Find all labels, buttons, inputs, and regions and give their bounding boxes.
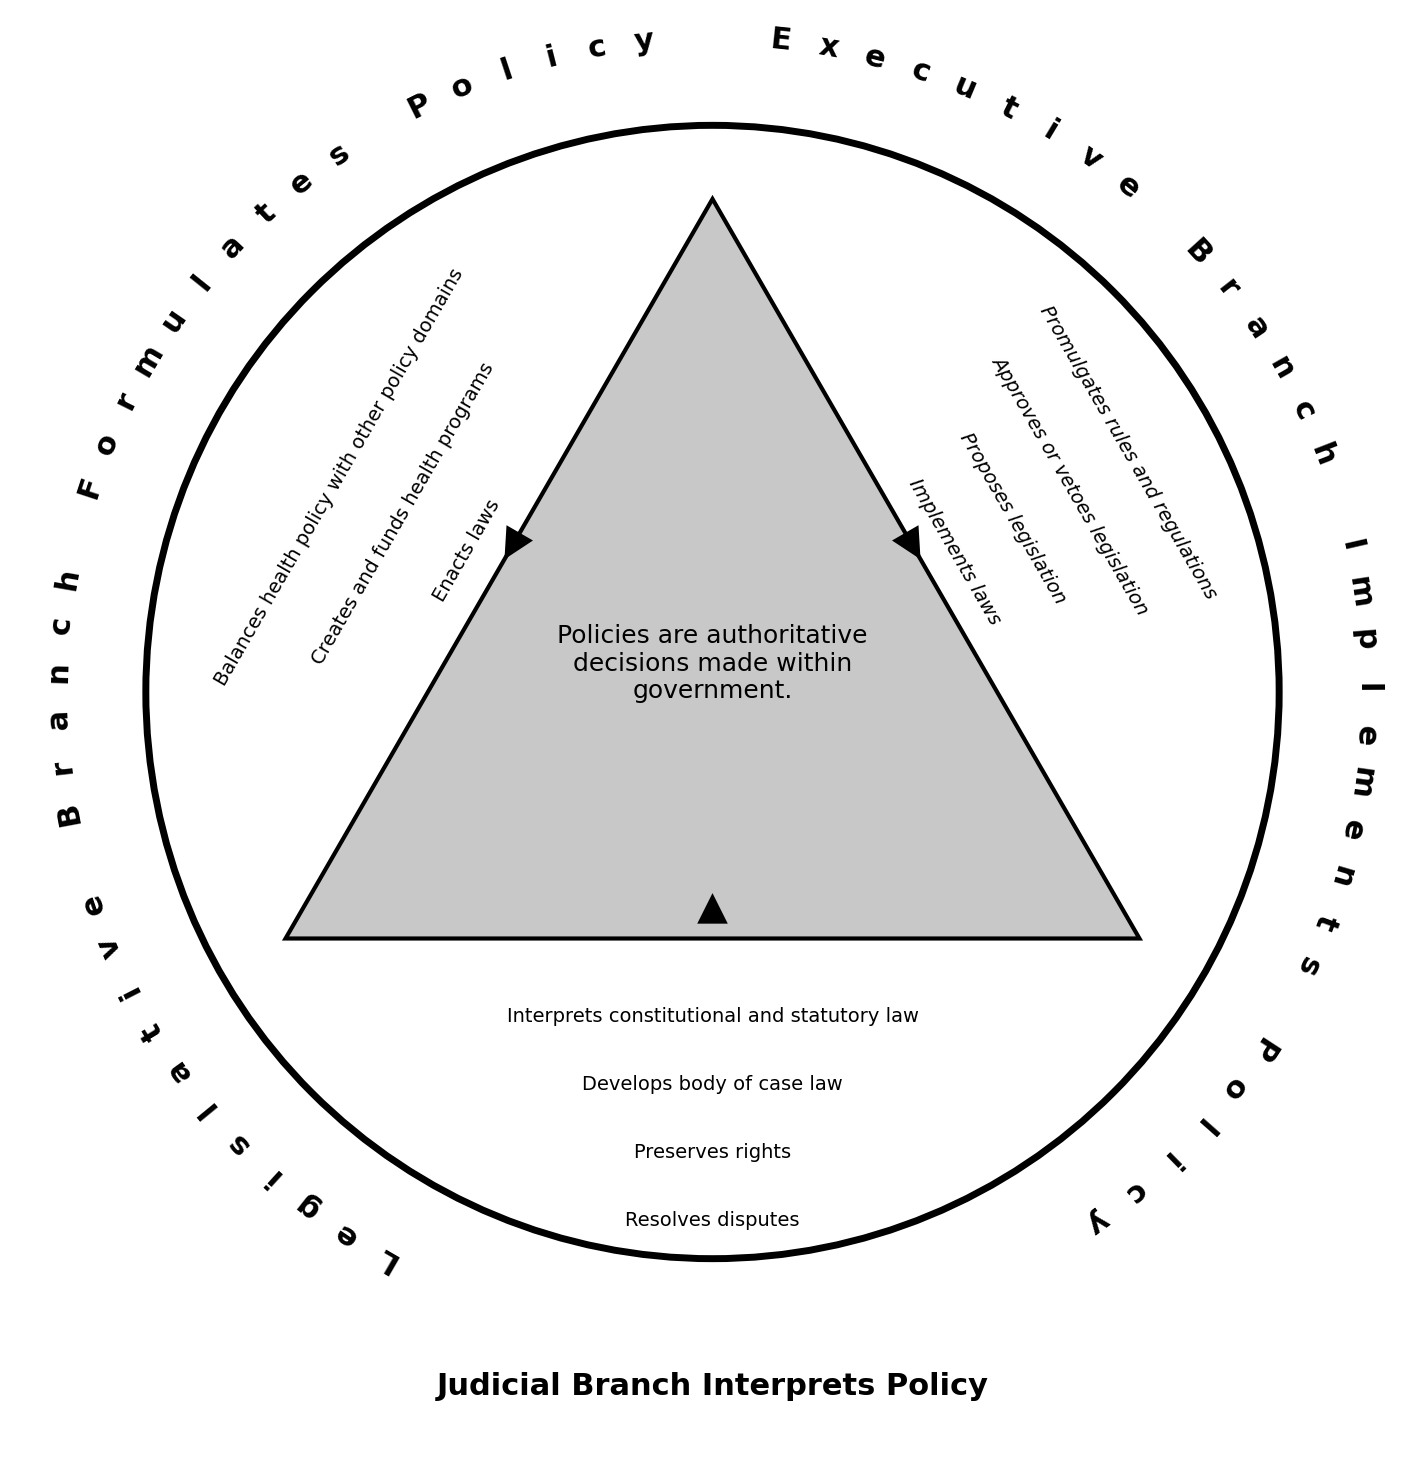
Text: e: e xyxy=(1335,817,1368,843)
Text: Proposes legislation: Proposes legislation xyxy=(956,430,1069,608)
Text: c: c xyxy=(908,54,933,88)
Text: i: i xyxy=(114,978,145,1002)
Text: Implements laws: Implements laws xyxy=(905,476,1005,629)
Text: s: s xyxy=(323,138,355,172)
Text: h: h xyxy=(1305,439,1339,470)
Text: p: p xyxy=(1349,629,1381,652)
Text: i: i xyxy=(1039,116,1063,147)
Text: x: x xyxy=(817,32,841,63)
Text: n: n xyxy=(1264,351,1300,385)
Text: Policies are authoritative
decisions made within
government.: Policies are authoritative decisions mad… xyxy=(557,624,868,704)
Text: c: c xyxy=(1287,397,1321,425)
Text: B: B xyxy=(1178,234,1216,270)
Text: s: s xyxy=(1290,952,1324,980)
Text: Resolves disputes: Resolves disputes xyxy=(626,1210,799,1230)
Text: m: m xyxy=(1344,765,1377,801)
Text: Enacts laws: Enacts laws xyxy=(430,497,504,605)
Text: u: u xyxy=(950,71,980,106)
Text: P: P xyxy=(403,88,436,125)
Polygon shape xyxy=(285,198,1140,939)
Text: r: r xyxy=(1213,275,1244,304)
Text: a: a xyxy=(215,229,251,264)
Text: r: r xyxy=(110,388,142,414)
Text: I: I xyxy=(1335,538,1365,555)
Text: Balances health policy with other policy domains: Balances health policy with other policy… xyxy=(212,264,467,689)
Text: Develops body of case law: Develops body of case law xyxy=(583,1075,842,1094)
Text: c: c xyxy=(1119,1175,1151,1209)
Text: a: a xyxy=(161,1053,197,1087)
Text: e: e xyxy=(329,1216,362,1252)
Text: Interprets constitutional and statutory law: Interprets constitutional and statutory … xyxy=(506,1006,919,1025)
Text: c: c xyxy=(46,616,77,636)
Text: l: l xyxy=(192,1094,221,1121)
Text: B: B xyxy=(53,799,86,827)
Text: l: l xyxy=(497,56,516,87)
Text: o: o xyxy=(1216,1071,1251,1106)
Text: s: s xyxy=(221,1127,255,1159)
Text: l: l xyxy=(1352,683,1381,693)
Text: F: F xyxy=(74,473,108,502)
Text: t: t xyxy=(137,1017,168,1044)
Text: t: t xyxy=(1310,909,1341,934)
Text: e: e xyxy=(284,165,319,200)
Text: t: t xyxy=(251,198,281,229)
Text: t: t xyxy=(996,93,1022,125)
Text: n: n xyxy=(1324,862,1358,890)
Text: l: l xyxy=(1188,1112,1217,1138)
Text: i: i xyxy=(1156,1146,1184,1174)
Text: P: P xyxy=(1243,1033,1280,1066)
Text: e: e xyxy=(76,889,110,918)
Text: m: m xyxy=(128,339,170,380)
Text: o: o xyxy=(447,69,477,104)
Text: L: L xyxy=(369,1241,400,1277)
Text: e: e xyxy=(1351,724,1381,746)
Text: u: u xyxy=(155,303,192,338)
Text: a: a xyxy=(44,708,74,730)
Text: a: a xyxy=(1238,311,1274,344)
Text: Approves or vetoes legislation: Approves or vetoes legislation xyxy=(988,353,1153,618)
Text: Creates and funds health programs: Creates and funds health programs xyxy=(309,358,497,668)
Text: m: m xyxy=(1342,574,1377,611)
Text: r: r xyxy=(47,757,77,776)
Text: e: e xyxy=(1112,169,1146,204)
Text: i: i xyxy=(258,1162,285,1190)
Text: y: y xyxy=(633,25,656,56)
Text: v: v xyxy=(1074,140,1107,175)
Text: Preserves rights: Preserves rights xyxy=(634,1143,791,1162)
Text: n: n xyxy=(44,661,73,683)
Text: v: v xyxy=(93,933,127,962)
Text: h: h xyxy=(51,566,84,592)
Text: Promulgates rules and regulations: Promulgates rules and regulations xyxy=(1036,303,1220,602)
Text: E: E xyxy=(770,25,792,57)
Text: Judicial Branch Interprets Policy: Judicial Branch Interprets Policy xyxy=(436,1372,989,1400)
Text: c: c xyxy=(586,32,608,63)
Text: e: e xyxy=(861,41,888,75)
Text: g: g xyxy=(289,1188,325,1224)
Text: l: l xyxy=(188,269,217,295)
Text: o: o xyxy=(90,429,124,458)
Text: i: i xyxy=(543,43,560,73)
Text: y: y xyxy=(1080,1205,1114,1238)
